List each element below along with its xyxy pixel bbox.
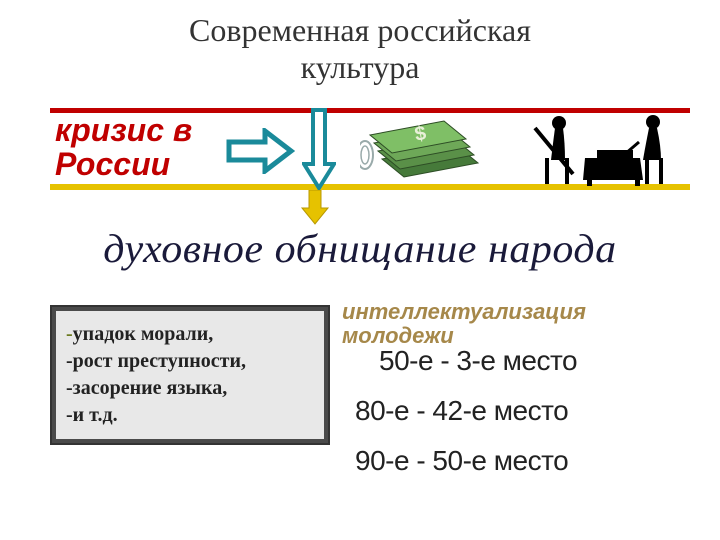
rankings-list: 50-е - 3-е место 80-е - 42-е место 90-е … — [355, 345, 577, 495]
list-item-1: -упадок морали, — [66, 321, 314, 348]
ranking-1: 50-е - 3-е место — [379, 345, 577, 377]
arrow-right-icon — [225, 128, 295, 179]
intellectualization-text: интеллектуализация молодежи — [342, 300, 586, 348]
musicians-icon — [525, 108, 685, 193]
list-item-2: -рост преступности, — [66, 348, 314, 375]
arrow-down-teal-icon — [302, 108, 336, 195]
crisis-line1: кризис в — [55, 112, 192, 148]
ranking-2: 80-е - 42-е место — [355, 395, 577, 427]
title-line1: Современная российская — [189, 12, 531, 48]
list-box-inner: -упадок морали, -рост преступности, -зас… — [56, 311, 324, 439]
list-item-3: -засорение языка, — [66, 375, 314, 402]
crisis-text: кризис в России — [55, 114, 192, 181]
list-item-4: -и т.д. — [66, 402, 314, 429]
intel-line1: интеллектуализация — [342, 299, 586, 324]
ranking-3: 90-е - 50-е место — [355, 445, 577, 477]
money-stack-icon: $ — [360, 115, 490, 195]
slide-title: Современная российская культура — [0, 0, 720, 86]
crisis-line2: России — [55, 146, 170, 182]
title-line2: культура — [301, 49, 420, 85]
list-box: -упадок морали, -рост преступности, -зас… — [50, 305, 330, 445]
main-phrase: духовное обнищание народа — [0, 225, 720, 272]
